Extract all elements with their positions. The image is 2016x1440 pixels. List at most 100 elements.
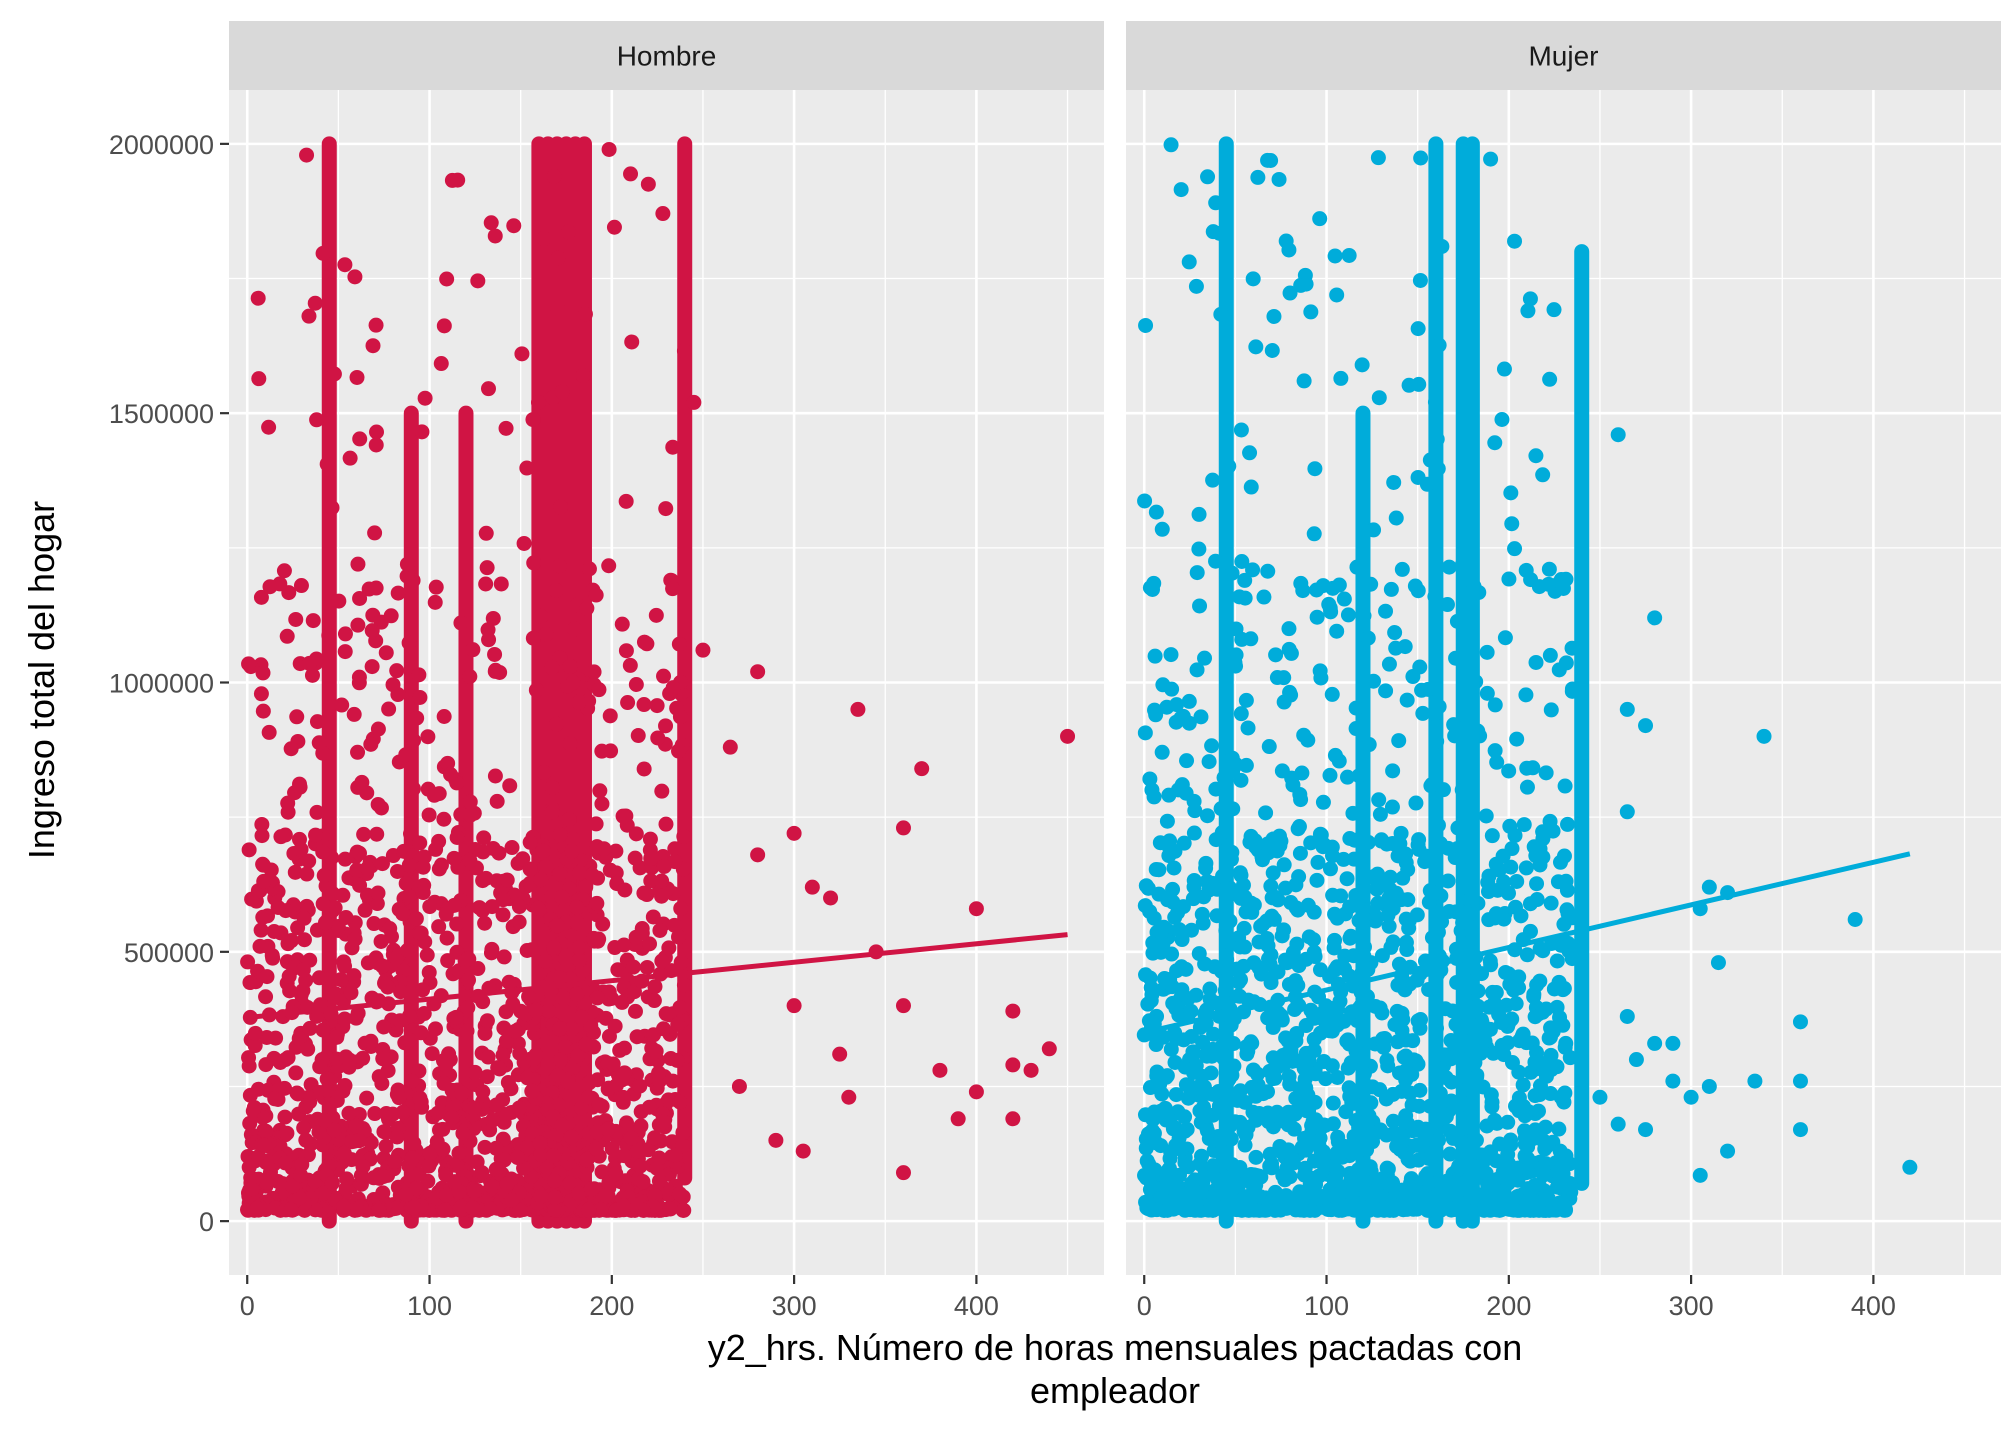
scatter-point [369, 826, 385, 842]
scatter-point [296, 1120, 312, 1136]
scatter-point [1228, 658, 1244, 674]
scatter-point [480, 1049, 496, 1065]
scatter-point [403, 826, 419, 842]
scatter-point [424, 1046, 440, 1062]
y-tick-label: 2000000 [109, 130, 214, 160]
scatter-point [309, 714, 325, 730]
scatter-point [550, 300, 566, 316]
scatter-point [516, 535, 532, 551]
scatter-point [577, 306, 593, 322]
scatter-point [569, 899, 585, 915]
scatter-point [244, 1181, 260, 1197]
scatter-point [279, 628, 295, 644]
scatter-point [1371, 792, 1387, 808]
scatter-point [1519, 947, 1535, 963]
scatter-point [605, 1056, 621, 1072]
scatter-point [1482, 953, 1498, 969]
scatter-point [299, 147, 315, 163]
scatter-point [541, 1003, 557, 1019]
scatter-point [588, 1141, 604, 1157]
x-axis: 0 100 200 300 400 0 100 200 300 400 [240, 1275, 1896, 1321]
scatter-point [626, 984, 642, 1000]
scatter-point [511, 899, 527, 915]
scatter-point [1384, 799, 1400, 815]
scatter-point [1245, 562, 1261, 578]
facet-label-mujer: Mujer [1528, 41, 1598, 72]
scatter-point [276, 563, 292, 579]
scatter-point [1520, 303, 1536, 319]
scatter-point [1312, 1121, 1328, 1137]
scatter-point [1322, 767, 1338, 783]
scatter-point [1463, 1107, 1479, 1123]
scatter-point [533, 608, 549, 624]
scatter-point [385, 677, 401, 693]
scatter-point [1237, 572, 1253, 588]
scatter-point [1449, 613, 1465, 629]
scatter-point [1399, 692, 1415, 708]
outlier-point [1747, 1073, 1763, 1089]
scatter-point [439, 271, 455, 287]
scatter-point [1542, 371, 1558, 387]
scatter-point [336, 1199, 352, 1215]
scatter-point [1515, 1077, 1531, 1093]
scatter-point [351, 669, 367, 685]
scatter-point [654, 888, 670, 904]
x-tick-label: 200 [589, 1291, 634, 1321]
scatter-point [1154, 521, 1170, 537]
scatter-point [600, 1121, 616, 1137]
scatter-point [1370, 150, 1386, 166]
scatter-point [672, 709, 688, 725]
scatter-point [578, 879, 594, 895]
scatter-point [1262, 1158, 1278, 1174]
scatter-point [489, 793, 505, 809]
scatter-point [346, 706, 362, 722]
scatter-point [1564, 640, 1580, 656]
scatter-point [1429, 733, 1445, 749]
scatter-point [1429, 908, 1445, 924]
scatter-point [258, 1057, 274, 1073]
scatter-point [648, 1043, 664, 1059]
scatter-point [1385, 1113, 1401, 1129]
scatter-point [1266, 889, 1282, 905]
scatter-point [636, 761, 652, 777]
outlier-point [1041, 1041, 1057, 1057]
outlier-point [1619, 701, 1635, 717]
scatter-point [1238, 692, 1254, 708]
scatter-point [1256, 589, 1272, 605]
scatter-point [401, 857, 417, 873]
scatter-point [1193, 709, 1209, 725]
scatter-point [571, 952, 587, 968]
scatter-point [658, 718, 674, 734]
scatter-point [1529, 876, 1545, 892]
scatter-point [1410, 469, 1426, 485]
scatter-point [1378, 603, 1394, 619]
scatter-point [255, 909, 271, 925]
scatter-point [256, 1137, 272, 1153]
scatter-point [544, 660, 560, 676]
scatter-point [1327, 932, 1343, 948]
scatter-point [478, 576, 494, 592]
scatter-point [1356, 1066, 1372, 1082]
outlier-point [1701, 1078, 1717, 1094]
outlier-point [1701, 879, 1717, 895]
scatter-point [1263, 153, 1279, 169]
scatter-point [1394, 1005, 1410, 1021]
scatter-point [632, 1158, 648, 1174]
scatter-point [1412, 659, 1428, 675]
scatter-point [676, 343, 692, 359]
scatter-point [1376, 1039, 1392, 1055]
outlier-point [795, 1143, 811, 1159]
scatter-point [477, 1139, 493, 1155]
scatter-point [596, 841, 612, 857]
scatter-point [465, 642, 481, 658]
scatter-point [507, 887, 523, 903]
scatter-point [1519, 779, 1535, 795]
scatter-point [241, 656, 257, 672]
scatter-point [490, 1060, 506, 1076]
scatter-point [1271, 171, 1287, 187]
scatter-point [416, 1006, 432, 1022]
scatter-point [1401, 913, 1417, 929]
scatter-point [383, 608, 399, 624]
scatter-point [530, 900, 546, 916]
scatter-point [528, 1002, 544, 1018]
